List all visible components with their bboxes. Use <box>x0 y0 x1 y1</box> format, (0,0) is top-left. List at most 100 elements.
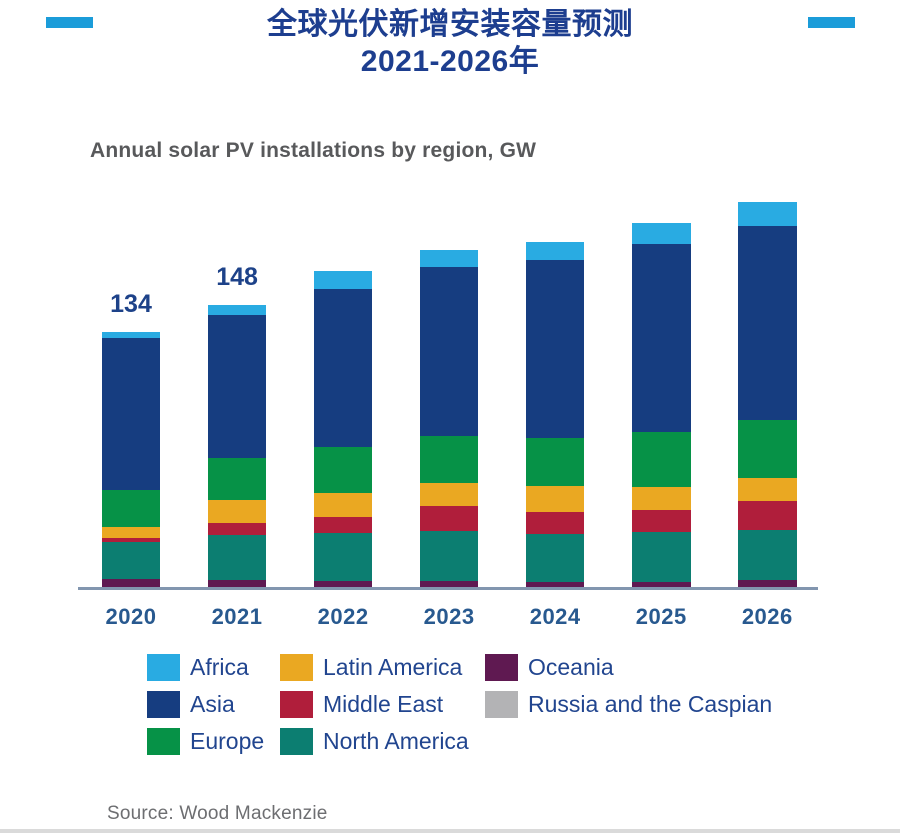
bar-segment-oceania-2024 <box>525 582 585 587</box>
bar-segment-middle-east-2023 <box>419 506 479 531</box>
bar-segment-europe-2023 <box>419 435 479 484</box>
legend-swatch-icon <box>147 691 180 718</box>
bar-segment-africa-2021 <box>207 305 267 315</box>
bar-segment-north-america-2025 <box>632 531 691 583</box>
bar-segment-middle-east-2024 <box>525 511 585 534</box>
x-tick-label-2022: 2022 <box>317 604 369 629</box>
legend-item-latin-america: Latin America <box>280 654 485 681</box>
bar-segment-asia-2025 <box>632 244 691 432</box>
legend-label: Oceania <box>528 654 614 680</box>
bar-segment-latin-america-2025 <box>632 487 691 510</box>
bar-2022 <box>313 270 373 587</box>
legend-item-north-america: North America <box>280 728 485 755</box>
chart-legend: Africa Asia Europe Latin America Middle East… <box>147 654 772 755</box>
bar-segment-africa-2024 <box>525 242 585 261</box>
bar-2024 <box>525 242 585 587</box>
bar-segment-latin-america-2022 <box>313 492 373 517</box>
bar-segment-north-america-2021 <box>207 534 267 581</box>
bar-value-label-2021: 148 <box>216 263 258 292</box>
legend-swatch-icon <box>280 654 313 681</box>
x-axis-line <box>78 587 818 590</box>
legend-swatch-icon <box>147 654 180 681</box>
x-tick-label-2020: 2020 <box>105 604 157 629</box>
bar-segment-africa-2023 <box>419 249 479 268</box>
x-tick-label-2023: 2023 <box>423 604 475 629</box>
bar-segment-latin-america-2020 <box>101 527 161 539</box>
bar-segment-asia-2024 <box>525 260 585 438</box>
bar-segment-asia-2020 <box>101 337 161 490</box>
bar-segment-europe-2025 <box>632 431 691 488</box>
legend-label: Russia and the Caspian <box>528 691 773 717</box>
bar-segment-north-america-2024 <box>525 533 585 583</box>
legend-swatch-icon <box>147 728 180 755</box>
legend-label: Latin America <box>323 654 463 680</box>
legend-swatch-icon <box>280 691 313 718</box>
bar-segment-north-america-2026 <box>738 529 797 581</box>
bar-2026 <box>738 202 797 587</box>
legend-swatch-icon <box>485 654 518 681</box>
bar-segment-africa-2025 <box>632 223 691 245</box>
bar-segment-europe-2020 <box>101 489 161 528</box>
bar-segment-europe-2022 <box>313 447 373 493</box>
legend-label: Europe <box>190 728 265 754</box>
bar-2021 <box>207 305 267 587</box>
bar-value-label-2020: 134 <box>110 289 152 318</box>
chart-subtitle: Annual solar PV installations by region,… <box>90 139 537 162</box>
legend-item-middle-east: Middle East <box>280 691 485 718</box>
source-caption: Source: Wood Mackenzie <box>107 803 328 824</box>
bar-segment-asia-2023 <box>419 267 479 436</box>
bar-segment-middle-east-2022 <box>313 516 373 533</box>
legend-item-oceania: Oceania <box>485 654 772 681</box>
bar-segment-asia-2026 <box>738 226 797 421</box>
legend-item-russia-and-the-caspian: Russia and the Caspian <box>485 691 772 718</box>
bar-segment-oceania-2020 <box>101 579 161 587</box>
bar-segment-europe-2026 <box>738 420 797 478</box>
page-title-line1: 全球光伏新增安装容量预测 <box>267 8 633 41</box>
accent-bar-right <box>808 17 855 28</box>
x-tick-label-2026: 2026 <box>741 604 793 629</box>
bar-segment-asia-2021 <box>207 314 267 459</box>
bar-segment-europe-2024 <box>525 437 585 487</box>
bar-segment-oceania-2026 <box>738 580 797 587</box>
bar-segment-latin-america-2024 <box>525 486 585 512</box>
bar-2020 <box>101 331 161 587</box>
page-title-line2: 2021-2026年 <box>360 45 540 78</box>
bar-segment-africa-2026 <box>738 202 797 227</box>
bar-segment-oceania-2022 <box>313 581 373 587</box>
legend-item-africa: Africa <box>147 654 280 681</box>
accent-bar-left <box>46 17 93 28</box>
legend-label: Asia <box>190 691 235 717</box>
legend-label: Middle East <box>323 691 444 717</box>
legend-swatch-icon <box>485 691 518 718</box>
legend-label: North America <box>323 728 469 754</box>
bar-segment-latin-america-2021 <box>207 500 267 524</box>
bar-segment-latin-america-2026 <box>738 477 797 502</box>
legend-item-asia: Asia <box>147 691 280 718</box>
bar-2025 <box>632 223 691 587</box>
bar-segment-middle-east-2026 <box>738 501 797 530</box>
bar-segment-africa-2020 <box>101 331 161 338</box>
bar-segment-oceania-2023 <box>419 581 479 587</box>
legend-swatch-icon <box>280 728 313 755</box>
bar-segment-north-america-2023 <box>419 530 479 582</box>
bar-segment-middle-east-2020 <box>101 538 161 543</box>
x-tick-label-2025: 2025 <box>635 604 687 629</box>
legend-item-europe: Europe <box>147 728 280 755</box>
bar-segment-north-america-2020 <box>101 542 161 580</box>
bar-segment-europe-2021 <box>207 458 267 501</box>
bar-segment-oceania-2025 <box>632 582 691 587</box>
bar-segment-asia-2022 <box>313 288 373 448</box>
legend-label: Africa <box>190 654 249 680</box>
x-tick-label-2024: 2024 <box>529 604 581 629</box>
bar-segment-middle-east-2025 <box>632 509 691 532</box>
x-tick-label-2021: 2021 <box>211 604 263 629</box>
bottom-edge-strip <box>0 829 900 833</box>
page-title: 全球光伏新增安装容量预测 2021-2026年 <box>0 6 900 80</box>
bar-2023 <box>419 249 479 587</box>
bar-segment-middle-east-2021 <box>207 523 267 535</box>
bar-segment-oceania-2021 <box>207 580 267 587</box>
bar-segment-africa-2022 <box>313 270 373 289</box>
bar-segment-north-america-2022 <box>313 532 373 582</box>
